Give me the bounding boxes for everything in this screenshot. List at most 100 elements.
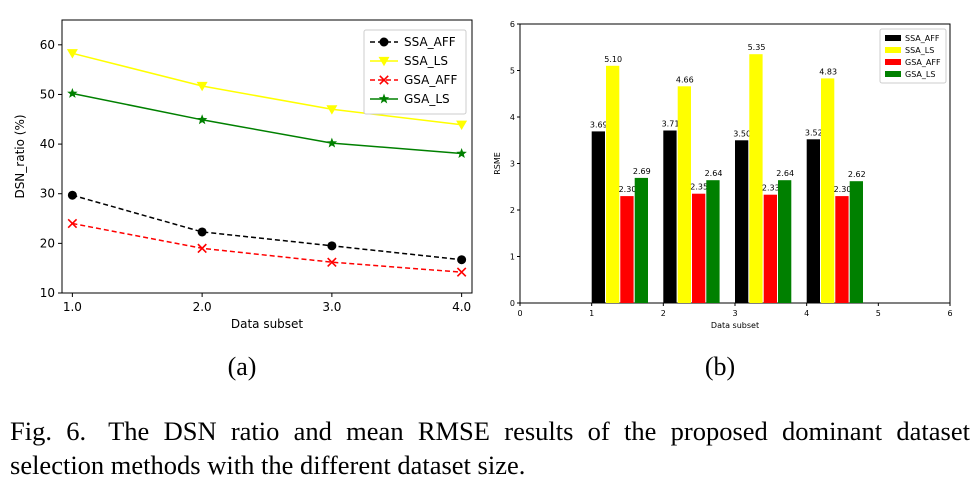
figure-caption: Fig. 6. The DSN ratio and mean RMSE resul… <box>10 414 970 482</box>
x-tick-label: 2 <box>661 309 666 318</box>
series-line-ssa-aff <box>72 194 462 261</box>
x-tick-label: 1.0 <box>63 300 82 314</box>
series-line-gsa-ls <box>72 92 462 155</box>
legend-label-gsa-ls: GSA_LS <box>905 70 935 79</box>
x-axis-label: Data subset <box>711 321 759 330</box>
legend-label-gsa-aff: GSA_AFF <box>905 58 941 67</box>
legend-label-ssa-ls: SSA_LS <box>404 54 448 68</box>
bar-value-label: 3.52 <box>805 128 823 137</box>
bar-gsa-ls <box>634 177 648 303</box>
x-tick-label: 5 <box>876 309 881 318</box>
bar-gsa-aff <box>835 196 849 303</box>
legend-swatch-gsa-ls <box>885 71 901 77</box>
x-tick-label: 3.0 <box>322 300 341 314</box>
y-tick-label: 0 <box>510 299 515 308</box>
data-point-ssa-ls <box>326 105 338 115</box>
legend-swatch-ssa-ls <box>885 47 901 53</box>
y-tick-label: 20 <box>40 236 55 250</box>
y-axis-label: DSN_ratio (%) <box>13 114 27 198</box>
data-point-gsa-ls <box>326 137 338 148</box>
legend-marker-ssa-aff <box>379 37 389 47</box>
y-tick-label: 2 <box>510 206 515 215</box>
bar-ssa-ls <box>821 78 835 304</box>
panel-label-a: (a) <box>228 352 257 381</box>
data-point-gsa-aff <box>67 218 78 229</box>
x-tick-label: 0 <box>517 309 522 318</box>
bar-value-label: 5.10 <box>604 55 622 64</box>
x-tick-label: 2.0 <box>193 300 212 314</box>
bar-gsa-ls <box>706 180 720 303</box>
legend-swatch-gsa-aff <box>885 59 901 65</box>
bar-value-label: 4.66 <box>676 75 694 84</box>
legend-box <box>363 29 467 115</box>
bar-value-label: 2.30 <box>834 185 852 194</box>
chart-b: 0 1 2 3 4 5 6 0 1 2 3 4 5 6 Data subset RSME 3.69 3.71 3.5… <box>493 20 953 381</box>
x-tick-label: 4.0 <box>452 300 471 314</box>
y-tick-label: 6 <box>510 20 515 29</box>
bar-gsa-aff <box>620 196 634 303</box>
bar-value-label: 3.69 <box>590 120 608 129</box>
bar-gsa-ls <box>778 180 792 303</box>
x-tick-label: 6 <box>947 309 952 318</box>
data-point-ssa-ls <box>456 120 468 130</box>
series-line-gsa-aff <box>72 222 462 273</box>
legend-label-gsa-ls: GSA_LS <box>404 92 450 106</box>
bar-value-label: 2.33 <box>762 184 780 193</box>
bar-value-label: 2.64 <box>705 169 723 178</box>
bar-ssa-aff <box>806 139 820 303</box>
legend-label-ssa-aff: SSA_AFF <box>404 35 456 49</box>
data-point-gsa-aff <box>197 243 207 254</box>
bar-value-label: 2.35 <box>690 183 708 192</box>
data-point-ssa-aff <box>457 255 467 265</box>
data-point-gsa-aff <box>327 257 337 267</box>
bar-gsa-aff <box>692 193 706 303</box>
data-point-gsa-aff <box>456 267 467 277</box>
y-tick-label: 30 <box>40 187 55 201</box>
bar-value-label: 5.35 <box>748 43 766 52</box>
y-axis-label: RSME <box>493 152 502 175</box>
legend-marker-ssa-ls <box>378 56 390 67</box>
bar-ssa-aff <box>591 131 605 303</box>
data-point-ssa-aff <box>327 241 337 251</box>
legend-label-ssa-aff: SSA_AFF <box>905 34 940 43</box>
legend-box <box>879 28 947 84</box>
data-point-ssa-ls <box>66 49 78 59</box>
caption-label: Fig. 6. <box>10 416 87 446</box>
x-axis-label: Data subset <box>231 317 304 331</box>
caption-text: The DSN ratio and mean RMSE results of t… <box>10 416 970 480</box>
bar-ssa-ls <box>677 86 691 303</box>
chart-a: 1.0 2.0 3.0 4.0 10 20 30 40 50 60 Data subset DSN_r… <box>13 19 473 381</box>
legend-swatch-ssa-aff <box>885 35 901 41</box>
data-point-gsa-ls <box>456 148 467 158</box>
y-tick-label: 50 <box>40 87 55 101</box>
data-point-ssa-ls <box>196 81 208 92</box>
bar-value-label: 2.62 <box>848 170 866 179</box>
x-tick-label: 1 <box>589 309 594 318</box>
legend-label-ssa-ls: SSA_LS <box>905 46 934 55</box>
y-tick-label: 4 <box>510 113 515 122</box>
bar-ssa-aff <box>735 140 749 304</box>
x-tick-label: 3 <box>732 309 737 318</box>
bar-value-label: 2.69 <box>633 167 651 176</box>
y-tick-label: 5 <box>510 67 515 76</box>
bar-ssa-aff <box>663 130 677 303</box>
bar-value-label: 4.83 <box>819 67 837 76</box>
legend-marker-gsa-ls <box>378 93 390 104</box>
data-point-ssa-aff <box>67 190 77 200</box>
bar-ssa-ls <box>749 54 763 304</box>
data-point-gsa-ls <box>196 114 208 125</box>
bar-value-label: 2.30 <box>619 185 637 194</box>
bar-gsa-aff <box>763 194 777 303</box>
bar-ssa-ls <box>606 65 620 303</box>
bar-gsa-ls <box>849 181 863 303</box>
y-tick-label: 60 <box>40 38 55 52</box>
bar-value-label: 3.71 <box>662 120 680 129</box>
data-point-ssa-aff <box>197 227 207 237</box>
plot-frame <box>61 19 473 294</box>
y-tick-label: 1 <box>510 253 515 262</box>
x-tick-label: 4 <box>804 309 809 318</box>
legend-marker-gsa-aff <box>379 75 389 85</box>
y-tick-label: 40 <box>40 137 55 151</box>
bar-value-label: 3.50 <box>733 129 751 138</box>
